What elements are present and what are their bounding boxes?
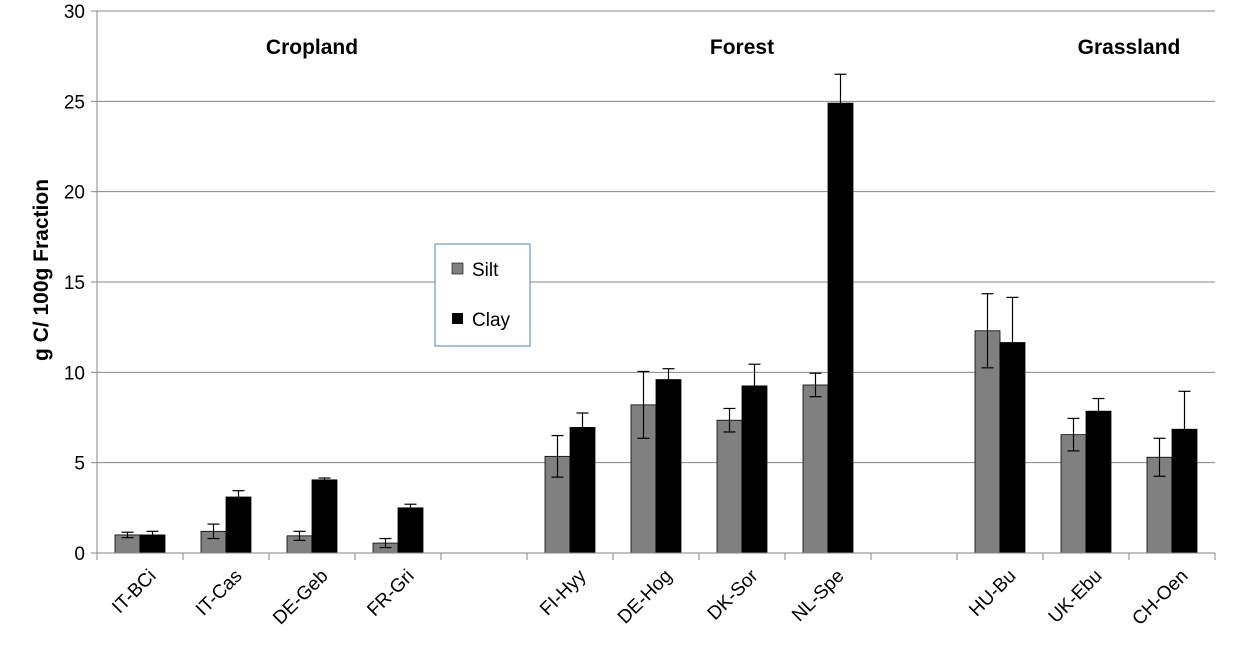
legend-label-clay: Clay — [472, 310, 511, 331]
x-category-label: FI-Hyy — [536, 565, 591, 620]
group-label: Grassland — [1078, 36, 1181, 59]
x-category-label: CH-Oen — [1128, 566, 1192, 630]
legend-swatch-silt — [451, 262, 464, 275]
y-tick-label: 20 — [64, 183, 85, 204]
group-label: Forest — [710, 36, 774, 59]
x-category-label: UK-Ebu — [1045, 566, 1107, 628]
bar-silt — [716, 419, 743, 554]
x-category-label: HU-Bu — [965, 566, 1020, 621]
x-category-label: IT-Cas — [192, 566, 246, 620]
bar-clay — [741, 385, 768, 554]
y-tick-label: 5 — [74, 454, 85, 475]
bar-clay — [655, 379, 682, 554]
legend-swatch-clay — [452, 313, 463, 324]
y-axis-title: g C/ 100g Fraction — [30, 179, 53, 361]
gridlines — [97, 10, 1215, 464]
legend-box — [434, 243, 531, 347]
x-category-label: DE-Hog — [614, 566, 677, 629]
x-category-label: NL-Spe — [788, 566, 848, 626]
bar-silt — [802, 384, 829, 554]
bars — [114, 73, 1198, 554]
x-category-label: IT-BCi — [108, 566, 160, 618]
axes — [91, 10, 1216, 560]
y-tick-label: 0 — [74, 544, 85, 565]
x-category-label: DE-Geb — [269, 566, 332, 629]
bar-silt — [1060, 434, 1087, 554]
legend-label-silt: Silt — [472, 260, 499, 281]
x-category-label: FR-Gri — [363, 566, 418, 621]
y-tick-label: 25 — [64, 92, 85, 113]
bar-clay — [311, 479, 338, 554]
x-category-label: DK-Sor — [704, 565, 763, 624]
y-tick-label: 15 — [64, 273, 85, 294]
group-label: Cropland — [266, 36, 358, 59]
y-tick-label: 30 — [64, 2, 85, 23]
bar-clay — [225, 496, 252, 554]
legend: Silt Clay — [434, 243, 531, 347]
bar-clay — [569, 427, 596, 554]
bar-clay — [397, 507, 424, 554]
bar-clay — [1085, 410, 1112, 554]
bar-clay — [827, 102, 854, 554]
y-tick-label: 10 — [64, 363, 85, 384]
